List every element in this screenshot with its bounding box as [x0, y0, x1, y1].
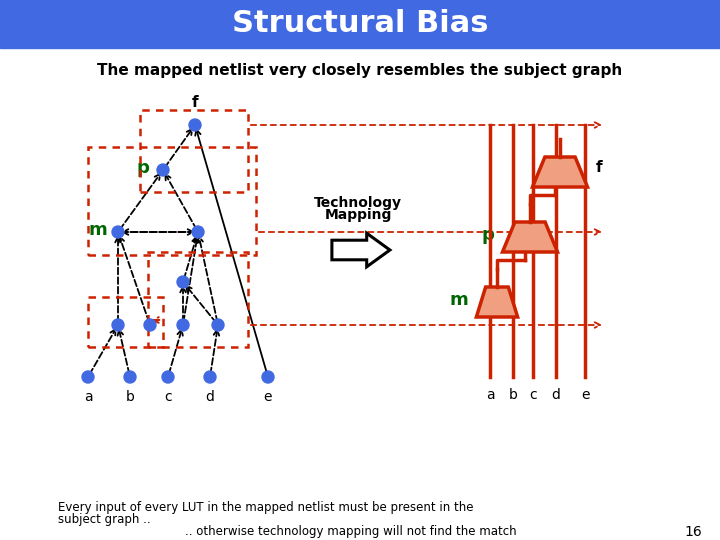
- Text: Mapping: Mapping: [324, 208, 392, 222]
- Circle shape: [162, 371, 174, 383]
- Text: p: p: [482, 226, 495, 244]
- Text: d: d: [552, 388, 560, 402]
- Circle shape: [112, 226, 124, 238]
- Circle shape: [212, 319, 224, 331]
- Polygon shape: [533, 157, 588, 187]
- Circle shape: [82, 371, 94, 383]
- Circle shape: [112, 319, 124, 331]
- Circle shape: [204, 371, 216, 383]
- Text: a: a: [486, 388, 495, 402]
- Circle shape: [192, 226, 204, 238]
- Circle shape: [124, 371, 136, 383]
- Text: e: e: [264, 390, 272, 404]
- Text: a: a: [84, 390, 92, 404]
- Text: The mapped netlist very closely resembles the subject graph: The mapped netlist very closely resemble…: [97, 63, 623, 78]
- Text: b: b: [508, 388, 518, 402]
- Circle shape: [262, 371, 274, 383]
- Text: Structural Bias: Structural Bias: [232, 10, 488, 38]
- Text: e: e: [581, 388, 589, 402]
- Bar: [0, 0, 720, 48]
- Circle shape: [157, 164, 169, 176]
- Text: Every input of every LUT in the mapped netlist must be present in the: Every input of every LUT in the mapped n…: [58, 502, 474, 515]
- Text: c: c: [164, 390, 172, 404]
- Circle shape: [144, 319, 156, 331]
- Text: subject graph ..: subject graph ..: [58, 514, 150, 526]
- Text: d: d: [206, 390, 215, 404]
- Text: m: m: [449, 291, 469, 309]
- Text: f: f: [192, 95, 198, 110]
- Text: m: m: [89, 221, 107, 239]
- Text: b: b: [125, 390, 135, 404]
- Text: 16: 16: [684, 525, 702, 539]
- Text: .. otherwise technology mapping will not find the match: .. otherwise technology mapping will not…: [185, 525, 517, 538]
- Text: p: p: [137, 159, 150, 177]
- Circle shape: [189, 119, 201, 131]
- Text: Technology: Technology: [314, 196, 402, 210]
- Circle shape: [177, 276, 189, 288]
- Text: f: f: [595, 159, 602, 174]
- Polygon shape: [477, 287, 518, 317]
- Text: c: c: [529, 388, 537, 402]
- Polygon shape: [503, 222, 557, 252]
- Polygon shape: [332, 233, 390, 267]
- Circle shape: [177, 319, 189, 331]
